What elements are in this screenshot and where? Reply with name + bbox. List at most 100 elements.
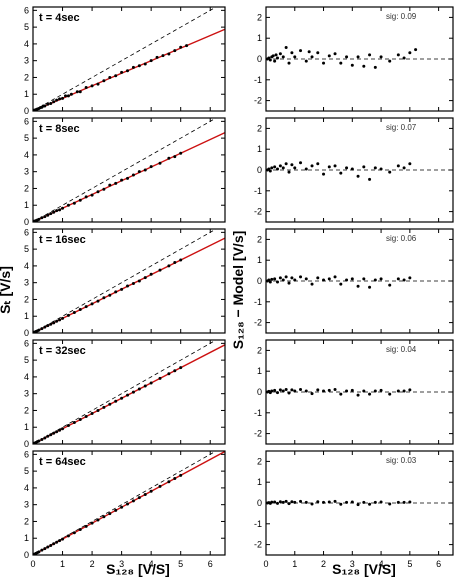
- data-point: [339, 502, 343, 506]
- data-point: [287, 391, 291, 395]
- y-tick-label: 0: [257, 387, 262, 397]
- data-point: [78, 418, 82, 422]
- data-point: [58, 539, 62, 543]
- identity-line: [33, 229, 217, 333]
- data-point: [43, 436, 47, 440]
- data-point: [322, 389, 326, 393]
- data-point: [179, 473, 183, 477]
- data-point: [114, 399, 118, 403]
- data-point: [339, 61, 343, 65]
- data-point: [66, 94, 70, 98]
- data-point: [49, 543, 53, 547]
- y-tick-label: 2: [24, 405, 29, 415]
- sigma-label: sig: 0.03: [386, 456, 417, 465]
- data-point: [388, 502, 392, 506]
- x-tick-label: 6: [436, 559, 441, 569]
- data-point: [90, 302, 94, 306]
- data-point: [368, 502, 372, 506]
- data-point: [61, 427, 65, 431]
- data-point: [356, 174, 360, 178]
- data-point: [362, 165, 366, 169]
- data-point: [120, 505, 124, 509]
- data-point: [273, 277, 277, 281]
- data-point: [158, 484, 162, 488]
- data-point: [137, 170, 141, 174]
- y-tick-label: 4: [24, 483, 29, 493]
- data-point: [350, 277, 354, 281]
- y-tick-label: 1: [257, 33, 262, 43]
- right-panel-4: -2 -1 0 1 2 sig: 0.04: [254, 339, 454, 445]
- data-point: [379, 500, 383, 504]
- plot-frame: [32, 450, 226, 556]
- data-point: [173, 49, 177, 53]
- data-point: [304, 389, 308, 393]
- fit-line: [33, 28, 225, 111]
- data-point: [131, 173, 135, 177]
- x-tick-label: 6: [208, 559, 213, 569]
- data-point: [356, 284, 360, 288]
- data-point: [72, 421, 76, 425]
- data-point: [58, 208, 62, 212]
- data-point: [345, 500, 349, 504]
- data-point: [155, 55, 159, 59]
- y-tick-label: 3: [24, 56, 29, 66]
- data-point: [66, 203, 70, 207]
- data-point: [126, 176, 130, 180]
- left-panel-4: 0 1 2 3 4 5 6 t = 32sec: [24, 338, 226, 449]
- data-point: [167, 156, 171, 160]
- x-tick-label: 2: [90, 559, 95, 569]
- plot-frame: [32, 228, 226, 334]
- data-point: [316, 500, 320, 504]
- data-point: [102, 515, 106, 519]
- data-point: [273, 59, 277, 63]
- data-point: [284, 162, 288, 166]
- data-point: [408, 500, 412, 504]
- data-point: [46, 545, 50, 549]
- data-point: [388, 392, 392, 396]
- y-tick-label: -2: [254, 96, 262, 106]
- data-point: [396, 164, 400, 168]
- data-point: [350, 500, 354, 504]
- data-point: [78, 528, 82, 532]
- data-point: [333, 388, 337, 392]
- data-point: [333, 275, 337, 279]
- data-point: [388, 59, 392, 63]
- data-point: [350, 388, 354, 392]
- data-point: [368, 177, 372, 181]
- identity-line: [33, 451, 217, 555]
- data-point: [90, 521, 94, 525]
- data-point: [333, 499, 337, 503]
- y-tick-label: 4: [24, 261, 29, 271]
- data-point: [114, 74, 118, 78]
- data-point: [108, 512, 112, 516]
- data-point: [281, 389, 285, 393]
- data-point: [52, 321, 56, 325]
- plot-frame: [265, 117, 454, 223]
- data-point: [333, 52, 337, 56]
- data-point: [408, 276, 412, 280]
- data-point: [273, 388, 277, 392]
- y-tick-label: 3: [24, 167, 29, 177]
- x-tick-label: 5: [407, 559, 412, 569]
- left-panel-1: 0 1 2 3 4 5 6 t = 4sec: [24, 5, 226, 116]
- data-point: [49, 101, 53, 105]
- y-tick-label: -1: [254, 297, 262, 307]
- data-point: [408, 51, 412, 55]
- data-point: [102, 187, 106, 191]
- fit-line: [33, 237, 225, 333]
- panels: 0 1 2 3 4 5 6 t = 4sec -2 -1 0 1 2 sig: 0.09 0 1 2 3 4 5 6 t …: [24, 5, 454, 569]
- data-point: [72, 201, 76, 205]
- data-point: [96, 190, 100, 194]
- data-point: [137, 64, 141, 68]
- data-point: [327, 388, 331, 392]
- data-point: [284, 499, 288, 503]
- data-point: [276, 56, 280, 60]
- data-point: [179, 151, 183, 155]
- y-tick-label: 5: [24, 355, 29, 365]
- data-point: [167, 480, 171, 484]
- x-tick-label: 0: [30, 559, 35, 569]
- left-panel-3: 0 1 2 3 4 5 6 t = 16sec: [24, 227, 226, 338]
- data-point: [126, 393, 130, 397]
- right-panel-3: -2 -1 0 1 2 sig: 0.06: [254, 228, 454, 334]
- data-point: [278, 52, 282, 56]
